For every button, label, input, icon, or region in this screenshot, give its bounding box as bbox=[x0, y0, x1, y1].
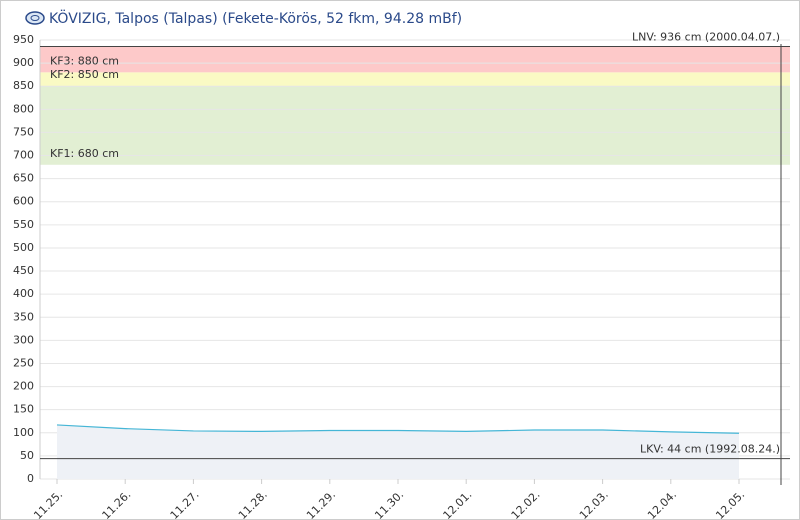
y-tick-label: 700 bbox=[13, 149, 34, 162]
y-tick-label: 550 bbox=[13, 218, 34, 231]
y-tick-label: 200 bbox=[13, 380, 34, 393]
y-tick-label: 750 bbox=[13, 125, 34, 138]
y-tick-label: 450 bbox=[13, 264, 34, 277]
threshold-band bbox=[40, 86, 790, 165]
y-tick-label: 400 bbox=[13, 287, 34, 300]
y-tick-label: 900 bbox=[13, 56, 34, 69]
y-tick-label: 650 bbox=[13, 172, 34, 185]
y-tick-label: 50 bbox=[20, 449, 34, 462]
threshold-label: KF2: 850 cm bbox=[50, 68, 119, 81]
area bbox=[57, 424, 739, 479]
y-tick-label: 0 bbox=[27, 472, 34, 485]
y-tick-label: 300 bbox=[13, 333, 34, 346]
y-tick-label: 850 bbox=[13, 79, 34, 92]
line bbox=[56, 424, 740, 434]
y-tick-label: 800 bbox=[13, 102, 34, 115]
y-tick-label: 600 bbox=[13, 195, 34, 208]
threshold-label: KF3: 880 cm bbox=[50, 54, 119, 67]
y-tick-label: 950 bbox=[13, 33, 34, 46]
y-tick-label: 250 bbox=[13, 356, 34, 369]
y-tick-label: 350 bbox=[13, 310, 34, 323]
threshold-band bbox=[40, 46, 790, 73]
min-level-label: LKV: 44 cm (1992.08.24.) bbox=[640, 443, 780, 456]
y-tick-label: 100 bbox=[13, 426, 34, 439]
threshold-band bbox=[40, 72, 790, 87]
icon bbox=[25, 11, 45, 25]
y-tick-label: 150 bbox=[13, 403, 34, 416]
threshold-label: KF1: 680 cm bbox=[50, 147, 119, 160]
y-tick-label: 500 bbox=[13, 241, 34, 254]
chart-title: KÖVIZIG, Talpos (Talpas) (Fekete-Körös, … bbox=[49, 9, 462, 27]
max-level-label: LNV: 936 cm (2000.04.07.) bbox=[632, 30, 780, 43]
